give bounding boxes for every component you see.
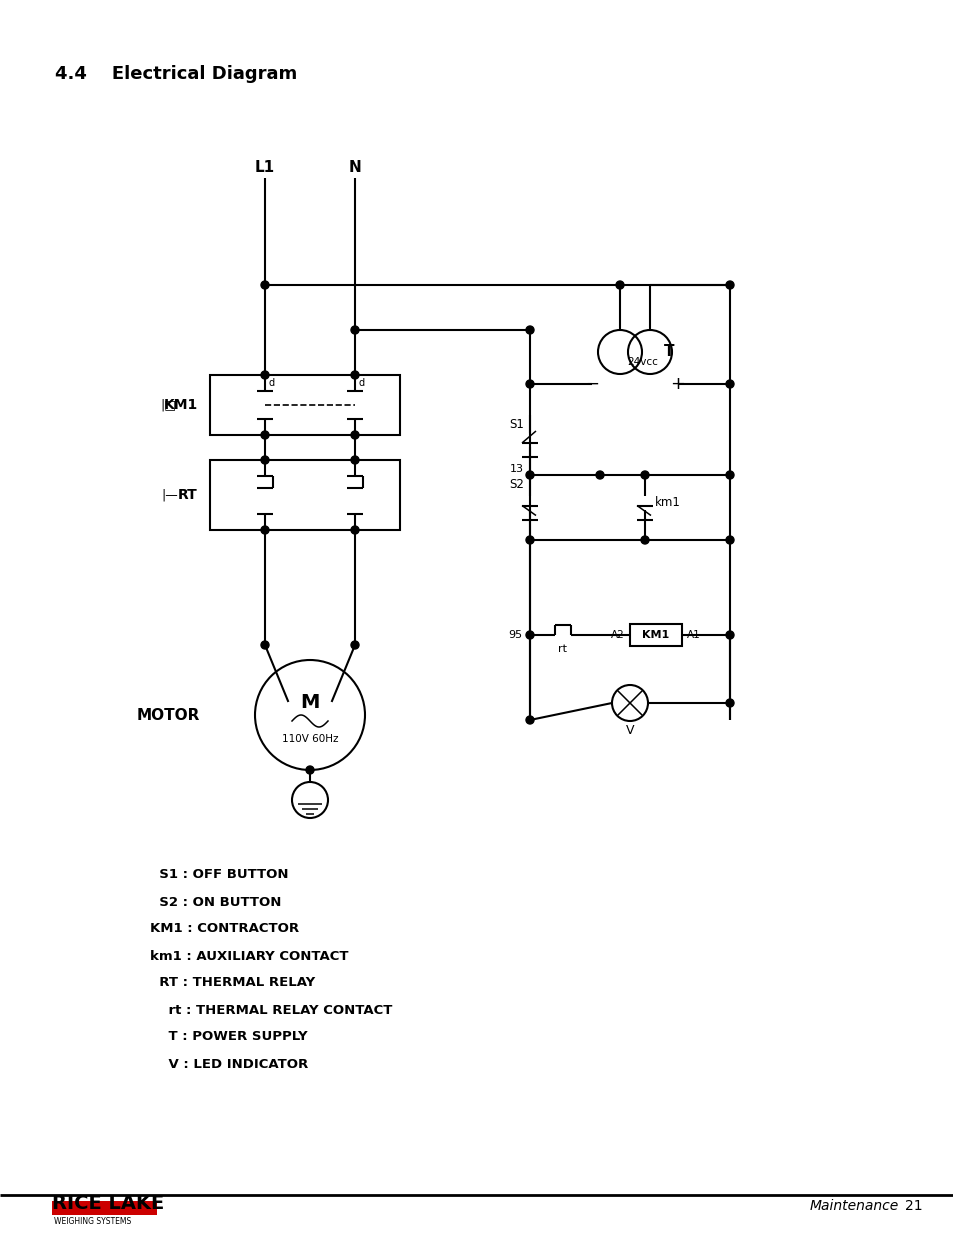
Text: RICE LAKE: RICE LAKE xyxy=(52,1194,164,1213)
Text: KM1: KM1 xyxy=(164,398,198,412)
Text: S2 : ON BUTTON: S2 : ON BUTTON xyxy=(150,895,281,909)
Text: 95: 95 xyxy=(507,630,521,640)
Circle shape xyxy=(640,536,648,543)
Circle shape xyxy=(525,326,534,333)
Text: km1 : AUXILIARY CONTACT: km1 : AUXILIARY CONTACT xyxy=(150,950,348,962)
Text: V : LED INDICATOR: V : LED INDICATOR xyxy=(150,1057,308,1071)
Bar xyxy=(629,624,681,646)
Text: RT: RT xyxy=(178,488,198,501)
Circle shape xyxy=(351,431,358,438)
Circle shape xyxy=(261,370,269,379)
Circle shape xyxy=(725,536,733,543)
Bar xyxy=(210,375,399,435)
Text: S1 : OFF BUTTON: S1 : OFF BUTTON xyxy=(150,868,288,882)
Circle shape xyxy=(261,431,269,438)
Circle shape xyxy=(306,766,314,774)
Text: 110V 60Hz: 110V 60Hz xyxy=(281,734,338,743)
Circle shape xyxy=(525,631,534,638)
Circle shape xyxy=(616,282,623,289)
Text: +: + xyxy=(670,375,685,393)
Text: V: V xyxy=(625,724,634,736)
Text: MOTOR: MOTOR xyxy=(136,708,200,722)
Circle shape xyxy=(261,526,269,534)
Text: RT : THERMAL RELAY: RT : THERMAL RELAY xyxy=(150,977,314,989)
Text: 24vcc: 24vcc xyxy=(627,357,658,367)
Text: L1: L1 xyxy=(254,161,274,175)
Circle shape xyxy=(351,641,358,650)
Text: rt : THERMAL RELAY CONTACT: rt : THERMAL RELAY CONTACT xyxy=(150,1004,392,1016)
Circle shape xyxy=(525,471,534,479)
Circle shape xyxy=(351,456,358,464)
Circle shape xyxy=(525,380,534,388)
Text: |—: |— xyxy=(161,489,178,501)
Circle shape xyxy=(261,641,269,650)
Text: 13: 13 xyxy=(510,464,523,474)
Bar xyxy=(52,1200,157,1215)
Circle shape xyxy=(525,716,534,724)
Text: −: − xyxy=(584,375,598,393)
Text: S1: S1 xyxy=(509,419,523,431)
Circle shape xyxy=(596,471,603,479)
Text: M: M xyxy=(300,694,319,713)
Text: d: d xyxy=(269,378,274,388)
Text: km1: km1 xyxy=(655,496,680,509)
Text: N: N xyxy=(348,161,361,175)
Circle shape xyxy=(261,456,269,464)
Text: 21: 21 xyxy=(904,1199,922,1213)
Circle shape xyxy=(261,282,269,289)
Text: d: d xyxy=(358,378,365,388)
Circle shape xyxy=(351,526,358,534)
Text: A2: A2 xyxy=(611,630,624,640)
Text: A1: A1 xyxy=(686,630,700,640)
Bar xyxy=(210,459,399,530)
Circle shape xyxy=(725,699,733,706)
Text: WEIGHING SYSTEMS: WEIGHING SYSTEMS xyxy=(54,1216,132,1226)
Text: |□: |□ xyxy=(160,399,175,411)
Circle shape xyxy=(640,471,648,479)
Text: Maintenance: Maintenance xyxy=(809,1199,899,1213)
Circle shape xyxy=(725,282,733,289)
Text: 4.4    Electrical Diagram: 4.4 Electrical Diagram xyxy=(55,65,297,83)
Text: T: T xyxy=(663,345,674,359)
Circle shape xyxy=(351,326,358,333)
Text: rt: rt xyxy=(558,643,567,655)
Text: S2: S2 xyxy=(509,478,523,492)
Circle shape xyxy=(351,370,358,379)
Circle shape xyxy=(525,536,534,543)
Text: KM1 : CONTRACTOR: KM1 : CONTRACTOR xyxy=(150,923,299,935)
Circle shape xyxy=(725,631,733,638)
Circle shape xyxy=(725,380,733,388)
Text: KM1: KM1 xyxy=(641,630,669,640)
Text: T : POWER SUPPLY: T : POWER SUPPLY xyxy=(150,1030,307,1044)
Circle shape xyxy=(725,471,733,479)
